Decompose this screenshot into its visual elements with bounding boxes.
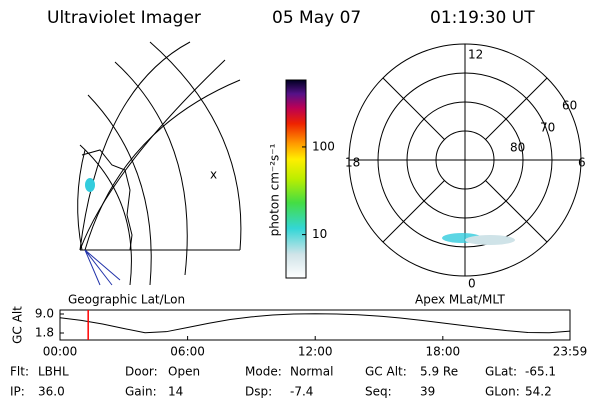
info-label: Dsp: [245, 385, 272, 399]
colorbar-tick-label: 100 [312, 139, 335, 153]
info-label: IP: [10, 385, 25, 399]
x-tick-label: 06:00 [170, 345, 205, 359]
date: 05 May 07 [272, 8, 361, 28]
info-label: Flt: [10, 365, 29, 379]
mlt-label: 6 [578, 156, 586, 170]
meridian [485, 180, 548, 243]
info-label: Mode: [245, 365, 282, 379]
panel-label: Apex MLat/MLT [415, 293, 505, 307]
info-label: GLat: [485, 365, 517, 379]
meridian [382, 77, 445, 140]
info-label: Seq: [365, 385, 392, 399]
x-tick-label: 12:00 [298, 345, 333, 359]
info-value: 14 [168, 385, 183, 399]
lat-label: 60 [562, 99, 577, 113]
info-value: -65.1 [525, 365, 556, 379]
colorbar-tick-label: 10 [312, 227, 327, 241]
x-tick-label: 23:59 [553, 345, 588, 359]
time: 01:19:30 UT [430, 8, 535, 28]
y-axis-label: GC Alt [11, 306, 25, 344]
info-value: 39 [420, 385, 435, 399]
lat-label: 80 [510, 141, 525, 155]
info-value: LBHL [38, 365, 69, 379]
colorbar-label: photon cm⁻²s⁻¹ [268, 143, 282, 236]
instrument: Ultraviolet Imager [47, 8, 201, 28]
geo-map: x [77, 41, 242, 286]
mlt-label: 18 [345, 156, 360, 170]
info-value: Normal [290, 365, 333, 379]
y-tick-label: 9.0 [35, 307, 54, 321]
plot-frame [59, 309, 571, 341]
altitude-line [59, 313, 571, 334]
colorbar [285, 79, 307, 279]
info-value: 54.2 [525, 385, 552, 399]
info-panel: Flt: LBHL Door: Open Mode: Normal GC Alt: 5.9 R… [10, 365, 556, 399]
lat-label: 70 [540, 121, 555, 135]
info-label: GC Alt: [365, 365, 407, 379]
info-label: Door: [125, 365, 158, 379]
info-label: Gain: [125, 385, 157, 399]
info-value: Open [168, 365, 200, 379]
mlt-label: 12 [468, 48, 483, 62]
meridian [382, 180, 445, 243]
x-tick-label: 00:00 [43, 345, 78, 359]
mlt-label: 0 [468, 277, 476, 291]
info-value: -7.4 [290, 385, 313, 399]
y-tick-label: 1.8 [35, 326, 54, 340]
info-label: GLon: [485, 385, 520, 399]
info-value: 5.9 Re [420, 365, 458, 379]
aurora [465, 235, 515, 245]
marker: x [210, 168, 217, 182]
info-value: 36.0 [38, 385, 65, 399]
panel-label: Geographic Lat/Lon [68, 293, 185, 307]
meridian [485, 77, 548, 140]
x-tick-label: 18:00 [426, 345, 461, 359]
